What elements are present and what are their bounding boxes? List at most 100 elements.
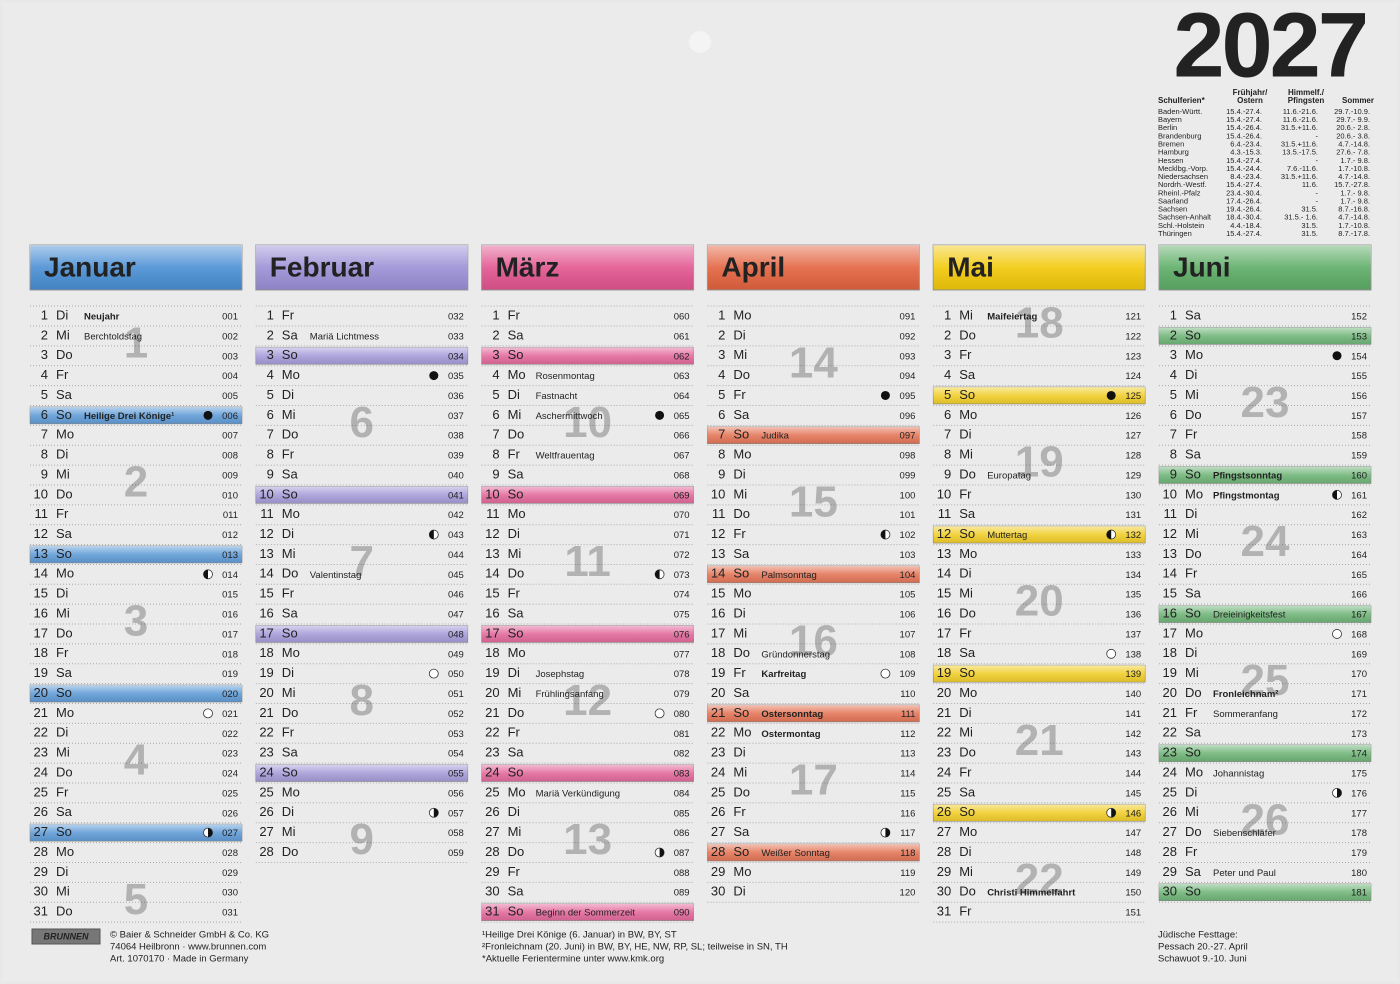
weekday: Mi [733, 625, 747, 640]
weekday: Mo [733, 447, 751, 462]
day-of-year: 136 [1125, 610, 1141, 621]
weekday: Mi [1185, 804, 1199, 819]
day-of-year: 083 [674, 769, 690, 780]
day-of-year: 073 [674, 570, 690, 581]
day-of-year: 142 [1125, 729, 1141, 740]
day-number: 3 [267, 347, 274, 362]
day-number: 8 [944, 447, 951, 462]
day-of-year: 072 [674, 550, 690, 561]
moon-phase-half [1106, 530, 1112, 540]
day-of-year: 138 [1125, 649, 1141, 660]
day-number: 14 [485, 566, 499, 581]
weekday: So [1185, 466, 1201, 481]
day-of-year: 130 [1125, 490, 1141, 501]
day-note: Karfreitag [761, 669, 806, 680]
moon-phase [880, 390, 890, 400]
table-cell: 8.7.-16.8. [1338, 205, 1370, 214]
day-of-year: 062 [674, 351, 690, 362]
day-number: 4 [267, 367, 274, 382]
day-number: 22 [485, 725, 499, 740]
weekday: Di [1185, 645, 1197, 660]
sunday-band-gloss [255, 625, 468, 643]
day-number: 15 [711, 586, 725, 601]
weekday: Mo [282, 506, 300, 521]
publisher-line: © Baier & Schneider GmbH & Co. KG [110, 930, 269, 941]
month-header-gloss [255, 245, 468, 290]
table-cell: 1.7.-10.8. [1338, 221, 1370, 230]
footnote: ²Fronleichnam (20. Juni) in BW, BY, HE, … [482, 942, 788, 953]
weekday: So [282, 347, 298, 362]
weekday: Do [56, 486, 73, 501]
day-number: 5 [267, 387, 274, 402]
week-number: 12 [563, 676, 612, 725]
day-note: Rosenmontag [536, 371, 595, 382]
day-of-year: 044 [448, 550, 464, 561]
table-cell: 15.4.-27.4. [1226, 107, 1262, 116]
week-number: 22 [1015, 855, 1064, 904]
table-cell: 4.4.-18.4. [1230, 221, 1262, 230]
day-of-year: 076 [674, 629, 690, 640]
day-number: 19 [1163, 665, 1177, 680]
weekday: Mo [508, 506, 526, 521]
day-of-year: 100 [900, 490, 916, 501]
day-of-year: 131 [1125, 510, 1141, 521]
weekday: Do [733, 784, 750, 799]
day-number: 17 [34, 625, 48, 640]
day-of-year: 032 [448, 312, 464, 323]
weekday: Do [282, 566, 299, 581]
table-cell: 11.6.-21.6. [1283, 107, 1318, 116]
month-header-gloss [1159, 245, 1371, 290]
day-number: 13 [1163, 546, 1177, 561]
sunday-band-gloss [481, 486, 694, 504]
weekday: Mi [959, 864, 973, 879]
day-number: 8 [492, 447, 499, 462]
day-number: 23 [485, 745, 499, 760]
day-of-year: 167 [1351, 610, 1367, 621]
day-number: 28 [711, 844, 725, 859]
day-of-year: 064 [674, 391, 690, 402]
day-note: Fastnacht [536, 391, 578, 402]
sunday-band-gloss [707, 704, 920, 722]
day-number: 15 [937, 586, 951, 601]
weekday: Do [56, 625, 73, 640]
day-of-year: 040 [448, 470, 464, 481]
day-of-year: 118 [900, 848, 915, 859]
day-number: 10 [711, 486, 725, 501]
weekday: So [508, 625, 524, 640]
day-of-year: 148 [1125, 848, 1141, 859]
table-cell: Bremen [1158, 140, 1184, 149]
weekday: Di [733, 745, 745, 760]
day-note: Frühlingsanfang [536, 689, 604, 700]
weekday: So [508, 486, 524, 501]
day-number: 9 [718, 466, 725, 481]
weekday: So [56, 546, 72, 561]
day-of-year: 108 [900, 649, 916, 660]
footnote: *Aktuelle Ferientermine unter www.kmk.or… [482, 954, 664, 965]
weekday: Sa [1185, 586, 1202, 601]
moon-phase [655, 410, 665, 420]
day-number: 10 [259, 486, 273, 501]
day-of-year: 069 [674, 490, 690, 501]
day-number: 6 [41, 407, 48, 422]
day-of-year: 150 [1125, 888, 1141, 899]
day-of-year: 030 [222, 888, 238, 899]
day-of-year: 144 [1125, 769, 1141, 780]
day-of-year: 085 [674, 808, 690, 819]
month-column: April 1 Mo 091 2 Di 092 3 Mi 093 14 4 Do 094 5 Fr 095 6 Sa… [706, 244, 920, 903]
moon-phase [1332, 351, 1342, 361]
day-of-year: 082 [674, 749, 690, 760]
day-number: 19 [34, 665, 48, 680]
day-number: 24 [1163, 764, 1177, 779]
weekday: Sa [1185, 307, 1202, 322]
day-number: 11 [938, 506, 952, 521]
month-name: Juni [1173, 251, 1231, 282]
weekday: So [733, 844, 749, 859]
day-number: 16 [34, 605, 48, 620]
month-name: März [496, 251, 560, 282]
sunday-band-gloss [255, 347, 468, 365]
day-number: 27 [34, 824, 48, 839]
weekday: So [508, 904, 524, 919]
day-of-year: 034 [448, 351, 464, 362]
day-of-year: 180 [1351, 868, 1367, 879]
